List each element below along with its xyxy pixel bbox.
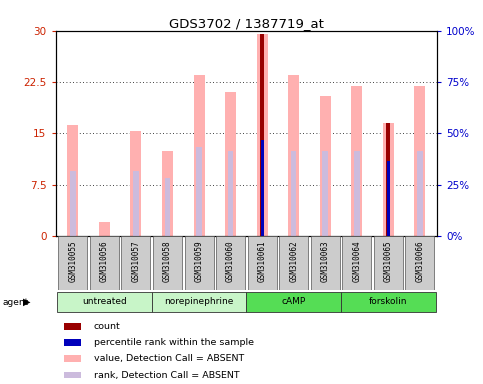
- Text: agent: agent: [2, 298, 28, 307]
- Text: GSM310060: GSM310060: [226, 240, 235, 281]
- Bar: [152, 291, 246, 312]
- Bar: [354, 151, 359, 236]
- Bar: [57, 291, 152, 312]
- Text: percentile rank within the sample: percentile rank within the sample: [94, 338, 254, 347]
- Bar: [64, 339, 81, 346]
- Bar: [311, 236, 340, 290]
- Text: ▶: ▶: [23, 297, 31, 307]
- Bar: [405, 236, 434, 290]
- Bar: [341, 291, 436, 312]
- Text: GSM310059: GSM310059: [195, 240, 203, 281]
- Bar: [386, 123, 390, 236]
- Bar: [194, 75, 204, 236]
- Bar: [351, 86, 362, 236]
- Bar: [99, 222, 110, 236]
- Text: GSM310061: GSM310061: [257, 240, 267, 281]
- Text: GSM310058: GSM310058: [163, 240, 172, 281]
- Title: GDS3702 / 1387719_at: GDS3702 / 1387719_at: [169, 17, 324, 30]
- Text: value, Detection Call = ABSENT: value, Detection Call = ABSENT: [94, 354, 244, 363]
- Bar: [162, 151, 173, 236]
- Bar: [153, 236, 182, 290]
- Bar: [64, 355, 81, 362]
- Text: GSM310057: GSM310057: [131, 240, 141, 281]
- Bar: [414, 86, 426, 236]
- Bar: [165, 178, 170, 236]
- Text: forskolin: forskolin: [369, 297, 408, 306]
- Text: rank, Detection Call = ABSENT: rank, Detection Call = ABSENT: [94, 371, 240, 379]
- Bar: [320, 96, 331, 236]
- Bar: [227, 151, 233, 236]
- Bar: [216, 236, 245, 290]
- Bar: [90, 236, 119, 290]
- Text: GSM310063: GSM310063: [321, 240, 330, 281]
- Text: untreated: untreated: [82, 297, 127, 306]
- Bar: [64, 323, 81, 330]
- Bar: [64, 372, 81, 379]
- Bar: [342, 236, 371, 290]
- Bar: [248, 236, 277, 290]
- Bar: [256, 34, 268, 236]
- Bar: [133, 171, 139, 236]
- Text: GSM310055: GSM310055: [69, 240, 77, 281]
- Bar: [185, 236, 213, 290]
- Bar: [417, 151, 423, 236]
- Text: norepinephrine: norepinephrine: [164, 297, 234, 306]
- Text: GSM310065: GSM310065: [384, 240, 393, 281]
- Text: GSM310064: GSM310064: [352, 240, 361, 281]
- Bar: [58, 236, 87, 290]
- Bar: [374, 236, 403, 290]
- Bar: [383, 123, 394, 236]
- Text: GSM310066: GSM310066: [415, 240, 424, 281]
- Bar: [67, 124, 78, 236]
- Bar: [261, 140, 264, 236]
- Bar: [196, 147, 202, 236]
- Bar: [387, 161, 390, 236]
- Text: count: count: [94, 322, 121, 331]
- Bar: [291, 151, 297, 236]
- Bar: [130, 131, 142, 236]
- Bar: [322, 151, 328, 236]
- Text: cAMP: cAMP: [282, 297, 306, 306]
- Bar: [279, 236, 308, 290]
- Bar: [225, 92, 236, 236]
- Bar: [260, 34, 264, 236]
- Bar: [288, 75, 299, 236]
- Text: GSM310056: GSM310056: [100, 240, 109, 281]
- Bar: [70, 171, 76, 236]
- Bar: [246, 291, 341, 312]
- Text: GSM310062: GSM310062: [289, 240, 298, 281]
- Bar: [121, 236, 151, 290]
